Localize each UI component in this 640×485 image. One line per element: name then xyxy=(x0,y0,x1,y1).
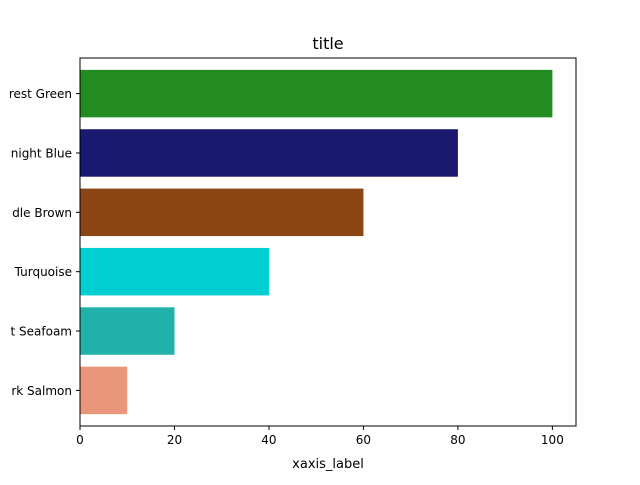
y-tick-label: dle Brown xyxy=(12,206,72,220)
x-tick-label: 40 xyxy=(261,433,276,447)
x-tick-label: 60 xyxy=(356,433,371,447)
x-tick-label: 100 xyxy=(541,433,564,447)
y-tick-label: rest Green xyxy=(9,87,72,101)
bar-light-seafoam xyxy=(80,307,175,355)
y-tick-label: t Seafoam xyxy=(11,325,72,339)
x-tick-label: 80 xyxy=(450,433,465,447)
y-tick-label: night Blue xyxy=(11,146,72,160)
y-tick-label: rk Salmon xyxy=(11,384,72,398)
bar-turquoise xyxy=(80,247,269,296)
bars-group xyxy=(80,69,553,415)
bar-midnight-blue xyxy=(80,129,458,177)
x-axis-label: xaxis_label xyxy=(292,457,364,472)
x-tick-label: 0 xyxy=(76,433,84,447)
bar-forest-green xyxy=(80,69,553,118)
y-axis-ticks: rk Salmon t Seafoam Turquoise dle Brown nigh… xyxy=(9,87,80,398)
bar-saddle-brown xyxy=(80,188,364,237)
plot-area-frame xyxy=(79,57,577,427)
x-axis-ticks: 0 20 40 60 80 100 xyxy=(76,426,564,447)
bar-dark-salmon xyxy=(80,366,128,415)
x-tick-label: 20 xyxy=(167,433,182,447)
chart-title: title xyxy=(312,34,343,53)
y-tick-label: Turquoise xyxy=(14,265,72,279)
